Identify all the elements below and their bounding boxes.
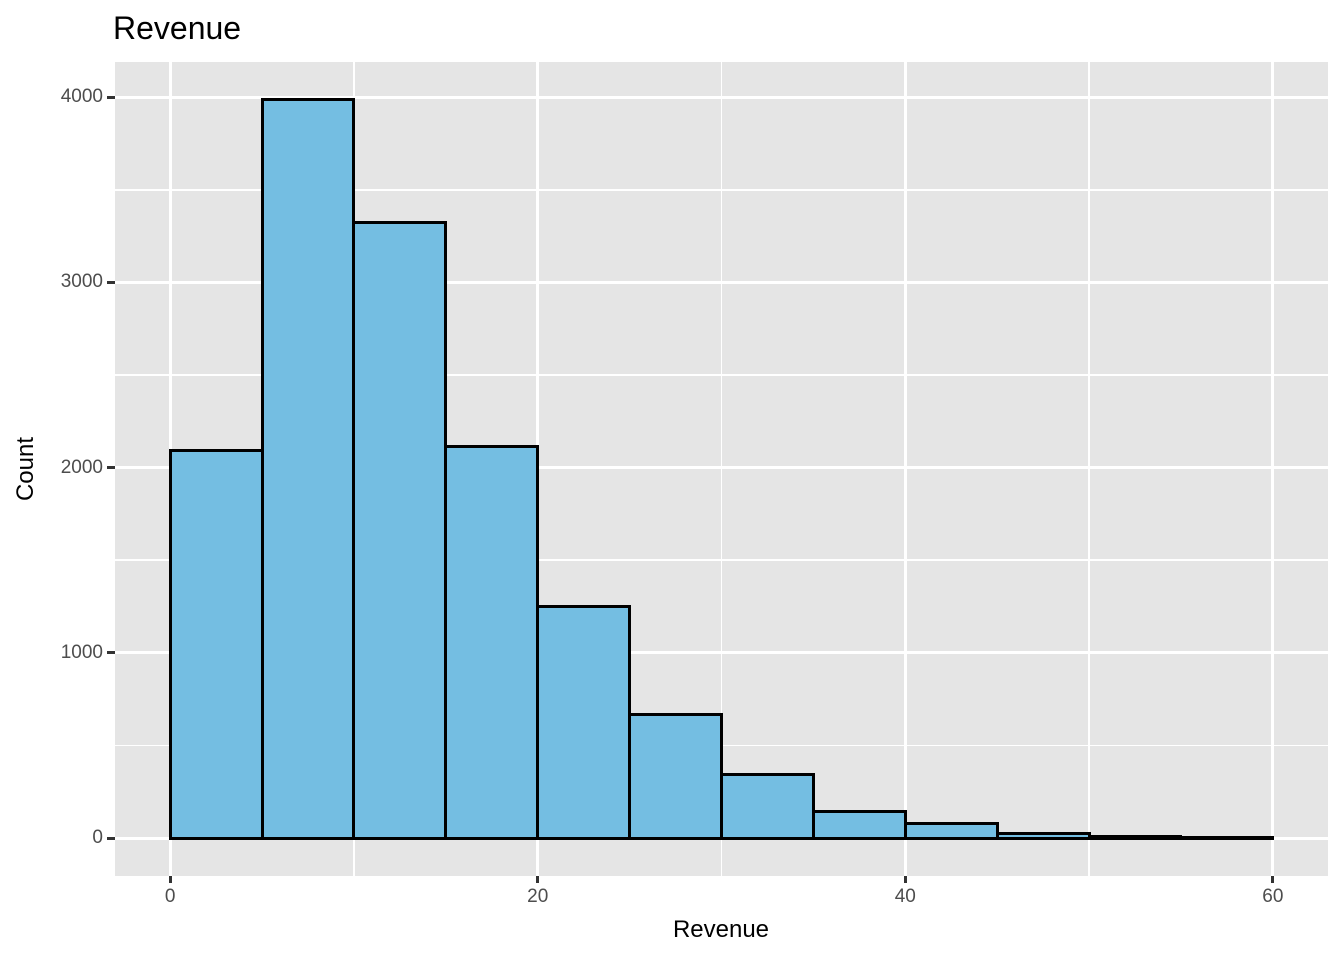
histogram-bar xyxy=(903,821,999,840)
x-tick-mark xyxy=(903,876,907,883)
histogram-bar xyxy=(260,97,356,840)
x-axis-title: Revenue xyxy=(672,916,770,943)
y-tick-label: 4000 xyxy=(60,86,103,108)
gridline-y-major xyxy=(115,651,1328,655)
y-axis-title: Count xyxy=(12,436,39,502)
y-tick-mark xyxy=(107,651,115,655)
x-tick-label: 20 xyxy=(527,886,549,907)
histogram-bar xyxy=(536,605,632,840)
histogram-bar xyxy=(168,449,264,840)
y-tick-mark xyxy=(107,280,115,284)
gridline-x-major xyxy=(903,62,907,876)
gridline-x-major xyxy=(1271,62,1275,876)
x-tick-label: 40 xyxy=(894,886,916,907)
plot-panel xyxy=(115,62,1328,876)
x-tick-mark xyxy=(536,876,540,883)
gridline-y-major xyxy=(115,95,1328,99)
gridline-y-major xyxy=(115,466,1328,470)
histogram-bar xyxy=(1179,835,1275,840)
y-tick-label: 1000 xyxy=(60,641,103,663)
y-tick-label: 2000 xyxy=(60,456,103,478)
histogram-bar xyxy=(1087,834,1183,840)
y-tick-label: 3000 xyxy=(60,271,103,293)
y-tick-label: 0 xyxy=(92,827,103,849)
histogram-bar xyxy=(352,220,448,840)
plot-title: Revenue xyxy=(113,10,242,46)
histogram-bar xyxy=(811,809,907,840)
y-tick-mark xyxy=(107,95,115,99)
histogram-bar xyxy=(628,713,723,840)
histogram-bar xyxy=(720,772,815,840)
y-tick-mark xyxy=(107,466,115,470)
x-tick-label: 60 xyxy=(1262,886,1284,907)
x-tick-mark xyxy=(1271,876,1275,883)
histogram-bar xyxy=(444,444,540,840)
y-tick-mark xyxy=(107,836,115,840)
histogram-bar xyxy=(995,831,1091,840)
x-tick-mark xyxy=(168,876,172,883)
x-tick-label: 0 xyxy=(164,886,176,907)
gridline-y-major xyxy=(115,280,1328,284)
